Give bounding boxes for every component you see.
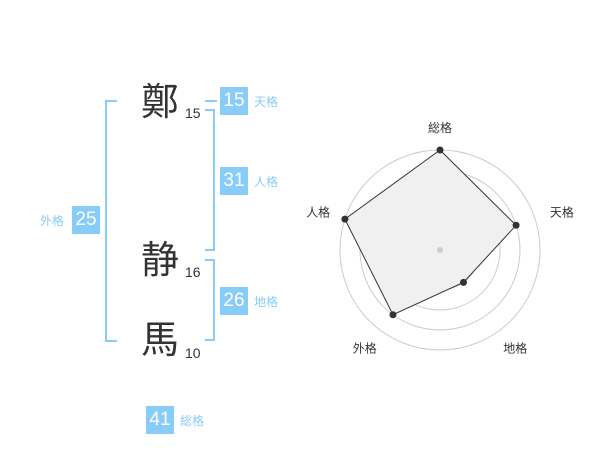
gaikaku-bracket	[105, 100, 117, 342]
radar-axis-label: 人格	[306, 204, 330, 219]
strokes-2: 16	[185, 264, 201, 280]
radar-point	[436, 146, 444, 154]
chikaku-bracket	[205, 259, 215, 341]
name-char-1: 鄭	[141, 80, 180, 124]
radar-axis-label: 外格	[353, 341, 377, 356]
jinkaku-bracket	[205, 109, 215, 251]
jinkaku-value: 31	[220, 167, 248, 195]
radar-axis-label: 天格	[550, 204, 574, 219]
gaikaku-value: 25	[72, 206, 100, 234]
chikaku-label: 地格	[254, 295, 279, 309]
tenkaku-value: 15	[220, 87, 248, 115]
radar-polygon	[344, 149, 517, 316]
gaikaku-label: 外格	[40, 214, 65, 228]
radar-point	[460, 278, 468, 286]
tenkaku-label: 天格	[254, 95, 279, 109]
chikaku-value: 26	[220, 287, 248, 315]
radar-center	[437, 247, 443, 253]
radar-point	[341, 215, 349, 223]
tenkaku-bracket	[205, 100, 217, 102]
soukaku-label: 総格	[180, 414, 205, 428]
strokes-1: 15	[185, 105, 201, 121]
radar-point	[389, 311, 397, 319]
name-char-3: 馬	[141, 318, 180, 362]
name-char-2: 静	[141, 238, 180, 282]
radar-point	[512, 221, 520, 229]
jinkaku-label: 人格	[254, 175, 279, 189]
soukaku-value: 41	[146, 406, 174, 434]
radar-axis-label: 総格	[428, 120, 452, 135]
strokes-3: 10	[185, 345, 201, 361]
radar-axis-label: 地格	[503, 341, 527, 356]
